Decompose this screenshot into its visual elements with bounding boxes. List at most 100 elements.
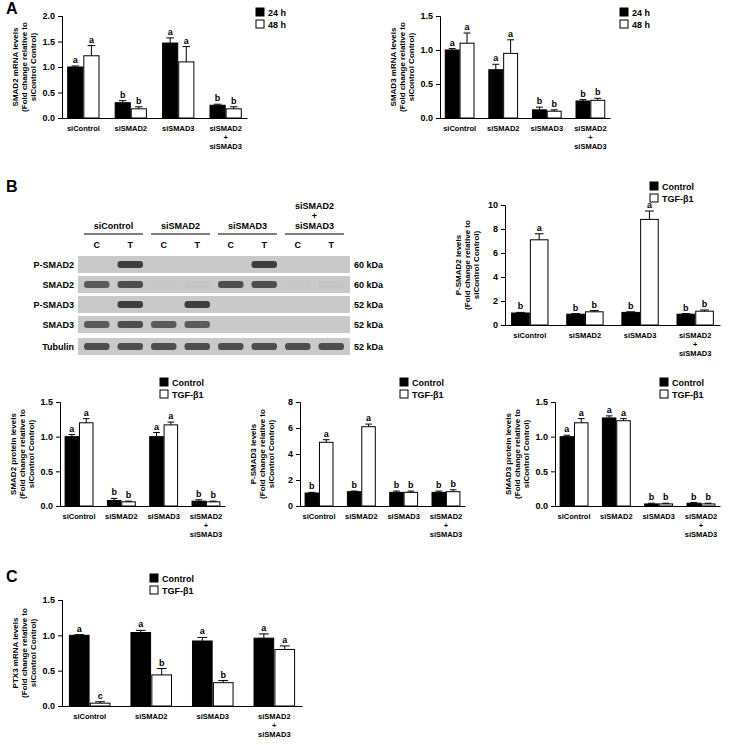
- x-axis-line: [61, 506, 226, 507]
- legend: ControlTGF-β1: [160, 378, 204, 400]
- significance-letter: a: [282, 635, 288, 645]
- blot-group-label: siSMAD2: [161, 221, 200, 231]
- bar: [254, 638, 274, 706]
- error-bar: [280, 646, 290, 650]
- error-bar: [594, 98, 601, 100]
- y-tick-label: 1.0: [535, 432, 548, 442]
- significance-letter: b: [691, 492, 697, 502]
- y-tick-mark: [56, 437, 60, 438]
- significance-letter: b: [408, 480, 414, 490]
- blot-band: [285, 343, 311, 350]
- y-tick-label: 1.5: [42, 595, 55, 605]
- bar: [122, 502, 136, 506]
- error-bar: [351, 491, 358, 493]
- y-tick-mark: [56, 402, 60, 403]
- blot-band: [285, 281, 311, 288]
- y-tick: 2: [493, 296, 505, 306]
- y-axis-line: [436, 17, 441, 119]
- blot-strip: [78, 316, 350, 333]
- x-tick: siControl: [513, 325, 546, 340]
- bar: [305, 493, 319, 506]
- bar: [210, 105, 225, 118]
- error-bar: [645, 211, 654, 219]
- bar-chart: aaaacbba0.00.51.01.5siControlsiSMAD2siSM…: [11, 595, 303, 739]
- blot-lane-label: C: [161, 240, 168, 250]
- y-tick-mark: [551, 402, 555, 403]
- legend-label: 24 h: [268, 8, 286, 18]
- significance-letter: b: [351, 480, 357, 490]
- plot-marks: [68, 38, 242, 118]
- legend-swatch: [660, 378, 668, 386]
- x-tick-label: siSMAD2: [345, 512, 378, 521]
- error-bar: [308, 492, 315, 494]
- y-tick-label: 0.0: [40, 501, 53, 511]
- y-tick-label: 1.5: [40, 397, 53, 407]
- error-bar: [195, 500, 202, 501]
- y-tick: 1.0: [420, 45, 440, 55]
- significance-letter: a: [324, 429, 330, 439]
- y-tick-mark: [58, 600, 62, 601]
- x-tick-label: siSMAD2: [569, 331, 602, 340]
- x-axis: siControlsiSMAD2siSMAD3siSMAD2+siSMAD3: [441, 118, 611, 151]
- error-bar: [182, 47, 190, 62]
- error-bar: [690, 502, 697, 504]
- x-tick-label: siSMAD3: [147, 512, 180, 521]
- y-tick-label: 0: [288, 501, 293, 511]
- error-bar: [95, 702, 105, 703]
- y-tick-mark: [58, 671, 62, 672]
- significance-letter: b: [126, 490, 132, 500]
- y-tick: 8: [493, 224, 505, 234]
- y-axis-line: [551, 403, 556, 507]
- error-bar: [700, 310, 709, 311]
- error-bar: [365, 424, 372, 427]
- x-axis: siControlsiSMAD2siSMAD3siSMAD2+siSMAD3: [506, 325, 721, 358]
- blot-band: [218, 281, 244, 288]
- bar: [701, 504, 715, 506]
- y-tick: 1.5: [42, 37, 62, 47]
- x-tick: siSMAD3: [387, 506, 420, 521]
- legend-label: TGF-β1: [672, 390, 704, 400]
- bar: [617, 421, 631, 506]
- significance-letter: a: [89, 35, 95, 45]
- legend-swatch: [620, 8, 628, 16]
- x-tick: siSMAD2: [115, 118, 148, 133]
- y-axis-title: PTX3 mRNA levels: [11, 617, 20, 688]
- y-tick: 0.5: [535, 467, 555, 477]
- bar: [602, 418, 616, 506]
- y-tick-mark: [501, 277, 505, 278]
- error-bar: [681, 313, 690, 315]
- y-tick-label: 2: [288, 475, 293, 485]
- x-tick-label: siControl: [443, 124, 476, 133]
- bar: [591, 100, 605, 118]
- bar: [696, 311, 714, 325]
- blot-strip: [78, 256, 350, 273]
- blot-group-underline: [218, 234, 277, 235]
- blot-band: [118, 301, 144, 308]
- blot-group-underline: [84, 234, 143, 235]
- y-tick-label: 0: [493, 320, 498, 330]
- bar: [68, 67, 83, 118]
- y-tick-label: 1.5: [535, 397, 548, 407]
- legend: ControlTGF-β1: [660, 378, 704, 400]
- y-tick-mark: [436, 16, 440, 17]
- x-axis: siControlsiSMAD2siSMAD3siSMAD2+siSMAD3: [61, 506, 226, 539]
- blot-strip: [78, 296, 350, 313]
- error-bar: [464, 33, 471, 43]
- legend-label: TGF-β1: [662, 194, 694, 204]
- blot-band: [218, 343, 244, 350]
- x-tick: siSMAD2+siSMAD3: [685, 506, 718, 539]
- bar: [432, 492, 446, 506]
- y-tick: 1.0: [42, 62, 62, 72]
- x-tick-label: siControl: [67, 124, 100, 133]
- significance-letter: b: [436, 480, 442, 490]
- y-tick: 0.5: [420, 79, 440, 89]
- y-tick: 4: [493, 272, 505, 282]
- significance-letter: b: [551, 99, 557, 109]
- x-tick: siSMAD2+siSMAD3: [679, 325, 712, 358]
- x-tick: siSMAD2+siSMAD3: [209, 118, 242, 151]
- y-tick-label: 0.0: [42, 113, 55, 123]
- y-axis-title: siControl Control): [407, 32, 416, 101]
- y-tick-mark: [58, 635, 62, 636]
- significance-letter: a: [493, 53, 499, 63]
- bar: [677, 314, 695, 325]
